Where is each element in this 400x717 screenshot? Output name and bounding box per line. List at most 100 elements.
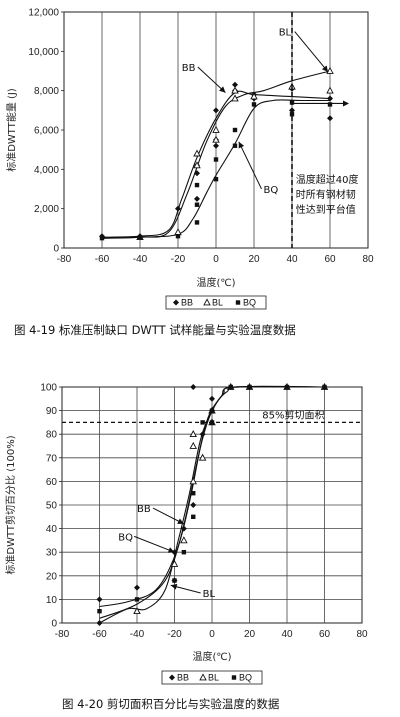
shear-x-tick-label: 80 bbox=[356, 629, 368, 640]
energy-point-bb bbox=[232, 81, 238, 88]
energy-curve-bb bbox=[101, 90, 331, 238]
energy-point-bq bbox=[194, 220, 200, 225]
energy-chart: -80 -60 -40 -20 0 20 40 60 80 0 2,000 4,000 6,000 8,0… bbox=[5, 8, 374, 338]
shear-caption: 图 4-20 剪切面积百分比与实验温度的数据 bbox=[62, 697, 280, 711]
shear-legend-marker-bq bbox=[231, 675, 237, 680]
energy-annotation-arrowhead bbox=[321, 65, 329, 72]
energy-annotation-note-line: 温度超过40度 bbox=[296, 173, 359, 186]
shear-x-tick-label: 20 bbox=[244, 629, 256, 640]
shear-point-bq bbox=[181, 550, 187, 555]
energy-point-bl bbox=[193, 149, 201, 157]
shear-point-bl bbox=[189, 477, 198, 485]
energy-point-bl bbox=[193, 161, 201, 169]
energy-y-tick-label: 2,000 bbox=[34, 204, 59, 215]
energy-point-bl bbox=[231, 86, 239, 94]
energy-legend-label-bq: BQ bbox=[243, 298, 256, 308]
shear-y-tick-label: 40 bbox=[46, 524, 58, 535]
shear-y-tick-label: 80 bbox=[46, 430, 58, 441]
shear-point-bb bbox=[134, 584, 140, 591]
shear-curve-bq bbox=[99, 385, 325, 619]
energy-x-tick-label: -80 bbox=[57, 254, 72, 265]
energy-x-tick-label: 0 bbox=[213, 254, 219, 265]
energy-curves bbox=[101, 70, 331, 239]
energy-x-tick-label: -60 bbox=[95, 254, 110, 265]
shear-point-bq bbox=[134, 597, 140, 602]
shear-x-tick-label: 60 bbox=[319, 629, 331, 640]
energy-point-bq bbox=[251, 102, 257, 107]
energy-point-bb bbox=[327, 95, 333, 102]
energy-annotation-note-line: 时所有钢材韧 bbox=[296, 188, 356, 201]
energy-x-tick-label: 60 bbox=[324, 254, 336, 265]
shear-point-bq bbox=[191, 491, 196, 496]
shear-x-tick-label: -20 bbox=[167, 629, 182, 640]
shear-point-bq bbox=[322, 384, 327, 390]
energy-annotation-arrow bbox=[197, 66, 226, 94]
energy-point-bl bbox=[326, 66, 334, 74]
energy-annotation-label: BQ bbox=[264, 185, 279, 196]
energy-legend-box bbox=[165, 295, 267, 310]
shear-point-bq bbox=[228, 384, 233, 390]
energy-point-bq bbox=[99, 235, 105, 241]
energy-annotation-arrow bbox=[238, 141, 262, 190]
shear-x-tick-label: -40 bbox=[130, 629, 145, 640]
energy-x-tick-label: -20 bbox=[171, 254, 186, 265]
shear-annotation-arrow bbox=[134, 535, 175, 553]
energy-curve-bq bbox=[101, 99, 330, 239]
shear-point-bq bbox=[284, 384, 290, 390]
shear-point-bl bbox=[198, 453, 207, 461]
shear-point-bl bbox=[189, 441, 198, 449]
energy-point-bq bbox=[213, 176, 219, 182]
energy-x-tick-label: 40 bbox=[286, 254, 298, 265]
energy-point-bq bbox=[137, 234, 143, 240]
energy-point-bl bbox=[250, 92, 258, 100]
shear-point-bb bbox=[180, 525, 187, 532]
energy-annotation-arrowhead bbox=[219, 86, 226, 93]
energy-point-bq bbox=[194, 202, 200, 207]
energy-points bbox=[99, 66, 334, 241]
energy-point-bq bbox=[213, 157, 219, 162]
shear-y-tick-label: 20 bbox=[46, 571, 58, 582]
shear-annotation-arrowhead bbox=[177, 518, 184, 524]
shear-legend-label-bl: BL bbox=[208, 673, 219, 683]
energy-tick-labels: -80 -60 -40 -20 0 20 40 60 80 0 2,000 4,000 6,000 8,0… bbox=[28, 8, 374, 266]
shear-tick-labels: -80 -60 -40 -20 0 20 40 60 80 0 10 20 30 40 50 60 70 80 90… bbox=[40, 383, 368, 641]
shear-x-tick-label: -80 bbox=[55, 629, 70, 640]
shear-point-bq bbox=[247, 384, 252, 390]
shear-point-bb bbox=[190, 502, 197, 508]
shear-x-axis-title: 温度(℃) bbox=[192, 650, 231, 663]
energy-legend-label-bl: BL bbox=[212, 298, 223, 308]
energy-y-tick-label: 6,000 bbox=[34, 126, 59, 137]
shear-y-tick-label: 30 bbox=[46, 548, 58, 559]
shear-point-bq bbox=[209, 420, 215, 425]
shear-chart: -80 -60 -40 -20 0 20 40 60 80 0 10 20 30 40 50 60 70 80 90… bbox=[4, 383, 368, 712]
energy-reference-arrowhead bbox=[343, 100, 349, 107]
shear-annotation-arrowhead bbox=[170, 583, 178, 590]
energy-legend-marker-bq bbox=[235, 300, 241, 305]
shear-x-tick-label: 0 bbox=[209, 629, 215, 640]
shear-point-bb bbox=[96, 596, 103, 603]
shear-y-tick-label: 0 bbox=[51, 619, 57, 630]
energy-y-tick-label: 10,000 bbox=[28, 47, 59, 58]
shear-point-bq bbox=[172, 578, 177, 583]
energy-y-axis-title: 标准DWTT能量 (J) bbox=[5, 88, 18, 172]
shear-x-tick-label: 40 bbox=[281, 629, 293, 640]
shear-legend-label-bq: BQ bbox=[239, 673, 252, 683]
shear-point-bb bbox=[199, 431, 206, 438]
energy-annotation-arrow bbox=[294, 31, 329, 73]
shear-annotation-label: BB bbox=[137, 504, 151, 515]
shear-legend-marker-bl bbox=[199, 673, 207, 681]
shear-reference-label: 85%剪切面积 bbox=[262, 408, 324, 421]
energy-y-tick-label: 8,000 bbox=[34, 86, 59, 97]
energy-y-tick-label: 12,000 bbox=[28, 8, 59, 19]
energy-point-bq bbox=[194, 182, 200, 188]
shear-x-tick-label: -60 bbox=[92, 629, 107, 640]
shear-y-tick-label: 10 bbox=[46, 595, 58, 606]
energy-point-bl bbox=[231, 94, 239, 102]
energy-point-bl bbox=[326, 86, 334, 94]
shear-point-bb bbox=[96, 620, 103, 626]
shear-legend-marker-bb bbox=[169, 674, 175, 681]
shear-legend-box bbox=[161, 670, 263, 685]
energy-point-bl bbox=[212, 135, 220, 143]
